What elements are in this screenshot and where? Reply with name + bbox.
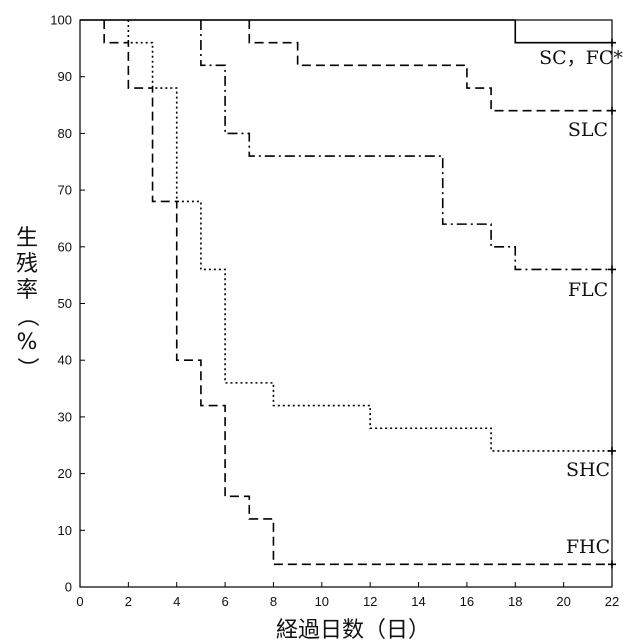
y-tick-label: 30 bbox=[58, 409, 72, 424]
y-axis-title-char: ） bbox=[14, 357, 39, 379]
y-tick-label: 0 bbox=[65, 580, 72, 595]
y-tick-label: 40 bbox=[58, 353, 72, 368]
y-tick-label: 10 bbox=[58, 523, 72, 538]
series-label: SLC bbox=[568, 119, 608, 141]
series-label: SHC bbox=[566, 459, 610, 481]
censor-marker bbox=[608, 446, 616, 455]
series-labels: SC，FC* SLC FLC SHC FHC bbox=[539, 47, 623, 558]
y-axis-title-char: （ bbox=[14, 305, 39, 327]
censor-marker bbox=[608, 265, 616, 274]
y-tick-label: 50 bbox=[58, 296, 72, 311]
series-line bbox=[127, 20, 612, 452]
y-axis-title: 生残率（%） bbox=[14, 226, 39, 379]
y-tick-label: 80 bbox=[58, 126, 72, 141]
censor-marker bbox=[608, 560, 616, 569]
y-tick-label: 60 bbox=[58, 239, 72, 254]
x-tick-label: 18 bbox=[508, 594, 522, 609]
x-tick-label: 6 bbox=[221, 594, 228, 609]
x-tick-label: 8 bbox=[270, 594, 277, 609]
x-tick-label: 20 bbox=[556, 594, 570, 609]
y-axis-title-char: 残 bbox=[16, 252, 38, 277]
y-tick-label: 90 bbox=[58, 69, 72, 84]
censor-marker bbox=[608, 38, 616, 47]
series-line bbox=[80, 19, 612, 44]
plot-frame bbox=[79, 19, 613, 588]
series-line bbox=[200, 20, 612, 271]
y-axis-title-char: 率 bbox=[16, 278, 38, 303]
x-tick-label: 2 bbox=[125, 594, 132, 609]
series-label: SC，FC* bbox=[539, 47, 623, 69]
y-axis-title-char: 生 bbox=[16, 226, 38, 251]
series-line bbox=[248, 20, 612, 112]
x-tick-label: 10 bbox=[315, 594, 329, 609]
x-tick-label: 4 bbox=[173, 594, 180, 609]
series-label: FLC bbox=[568, 279, 608, 301]
x-tick-label: 22 bbox=[605, 594, 619, 609]
series-label: FHC bbox=[566, 536, 610, 558]
y-tick-label: 70 bbox=[58, 183, 72, 198]
plot-axes: 0 10 20 30 40 50 60 70 80 90 100 0 2 4 6 8 10 12 14 16 18 20 2… bbox=[50, 13, 619, 610]
censor-marker bbox=[608, 106, 616, 115]
x-axis-title: 経過日数（日） bbox=[276, 618, 430, 643]
y-tick-label: 100 bbox=[50, 13, 72, 28]
x-tick-label: 0 bbox=[76, 594, 83, 609]
x-tick-label: 14 bbox=[411, 594, 425, 609]
series-line bbox=[103, 20, 612, 566]
x-tick-label: 16 bbox=[460, 594, 474, 609]
series-layer bbox=[80, 19, 616, 569]
y-axis-title-char: % bbox=[17, 330, 38, 355]
y-tick-label: 20 bbox=[58, 466, 72, 481]
x-tick-label: 12 bbox=[363, 594, 377, 609]
